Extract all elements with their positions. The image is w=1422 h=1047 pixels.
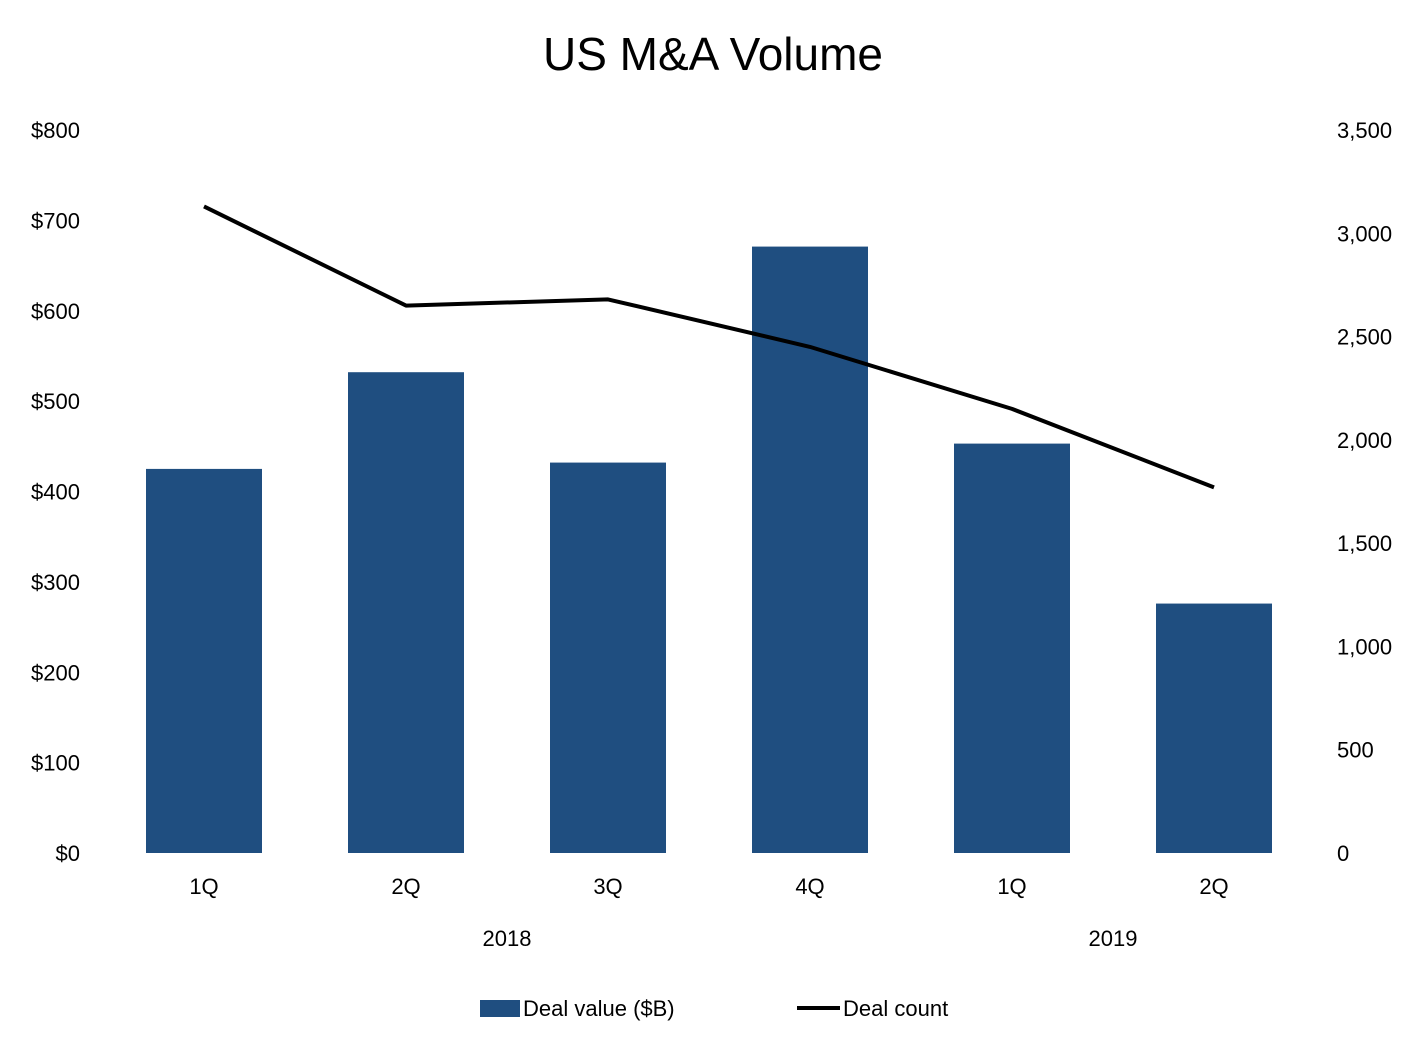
left-axis-tick-label: $100 xyxy=(31,751,80,776)
legend: Deal value ($B) Deal count xyxy=(480,996,948,1021)
x-axis-tick-label: 2Q xyxy=(1199,874,1228,899)
line-series xyxy=(203,204,1215,490)
left-axis-tick-label: $700 xyxy=(31,208,80,233)
left-axis-tick-label: $300 xyxy=(31,570,80,595)
right-axis-tick-label: 1,500 xyxy=(1337,531,1392,556)
right-axis: 0 500 1,000 1,500 2,000 2,500 3,000 3,500 xyxy=(1337,118,1392,866)
right-axis-tick-label: 0 xyxy=(1337,841,1349,866)
right-axis-tick-label: 2,500 xyxy=(1337,325,1392,350)
bar xyxy=(954,443,1070,853)
legend-label-deal-value: Deal value ($B) xyxy=(523,996,675,1021)
bar xyxy=(348,372,464,853)
left-axis-tick-label: $500 xyxy=(31,389,80,414)
right-axis-tick-label: 500 xyxy=(1337,738,1374,763)
right-axis-tick-label: 2,000 xyxy=(1337,428,1392,453)
bar-series xyxy=(146,246,1272,854)
left-axis-tick-label: $400 xyxy=(31,480,80,505)
right-axis-tick-label: 3,000 xyxy=(1337,221,1392,246)
x-axis-tick-label: 4Q xyxy=(795,874,824,899)
bar xyxy=(1156,603,1272,853)
x-axis-group-label: 2019 xyxy=(1089,926,1138,951)
bar xyxy=(550,462,666,853)
x-axis-tick-label: 3Q xyxy=(593,874,622,899)
left-axis: $0 $100 $200 $300 $400 $500 $600 $700 $800 xyxy=(31,118,80,866)
x-axis-tick-label: 1Q xyxy=(997,874,1026,899)
bar xyxy=(146,468,262,853)
right-axis-tick-label: 3,500 xyxy=(1337,118,1392,143)
x-axis: 1Q 2Q 3Q 4Q 1Q 2Q xyxy=(189,874,1228,899)
chart-title: US M&A Volume xyxy=(543,28,883,80)
left-axis-tick-label: $600 xyxy=(31,299,80,324)
legend-label-deal-count: Deal count xyxy=(843,996,948,1021)
deal-count-line xyxy=(203,204,1215,490)
left-axis-tick-label: $0 xyxy=(56,841,80,866)
x-axis-group-label: 2018 xyxy=(483,926,532,951)
x-axis-tick-label: 1Q xyxy=(189,874,218,899)
left-axis-tick-label: $200 xyxy=(31,660,80,685)
x-axis-groups: 2018 2019 xyxy=(483,926,1138,951)
x-axis-tick-label: 2Q xyxy=(391,874,420,899)
legend-swatch-deal-value xyxy=(480,1000,520,1017)
left-axis-tick-label: $800 xyxy=(31,118,80,143)
right-axis-tick-label: 1,000 xyxy=(1337,634,1392,659)
